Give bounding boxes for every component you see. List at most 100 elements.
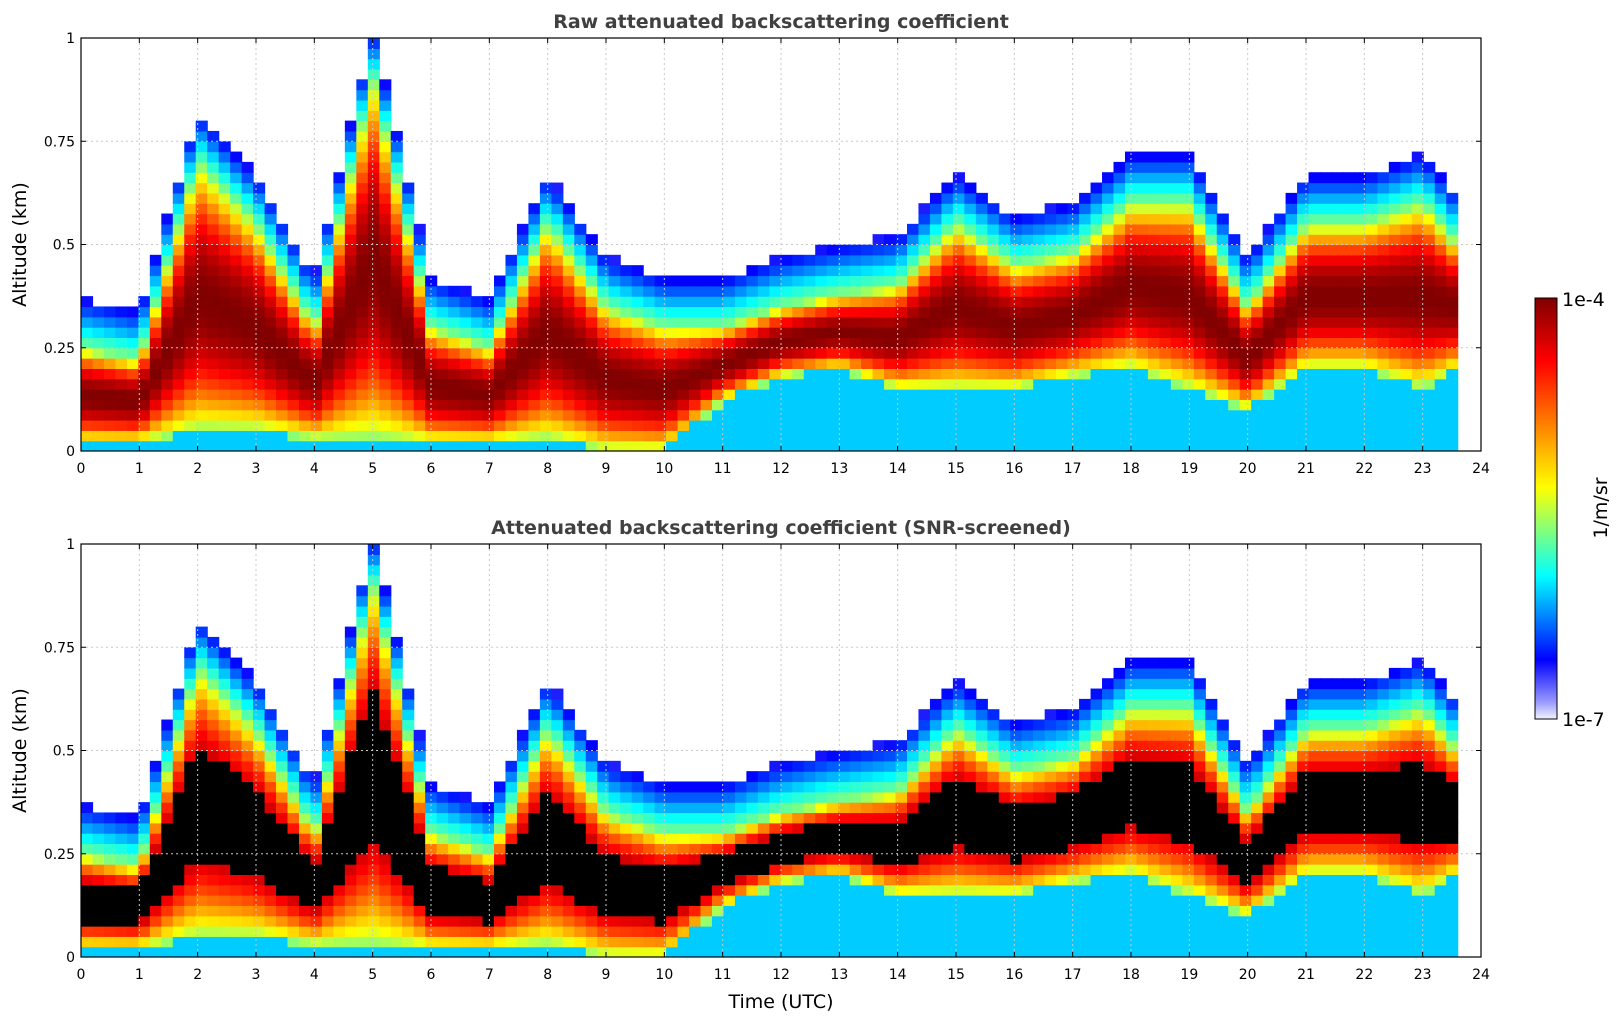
heatmap-cell xyxy=(1159,420,1172,431)
heatmap-cell xyxy=(1021,905,1034,917)
heatmap-cell xyxy=(528,905,541,917)
heatmap-cell xyxy=(975,306,988,318)
heatmap-cell xyxy=(1205,347,1218,359)
heatmap-cell xyxy=(230,172,243,184)
heatmap-cell xyxy=(884,771,897,783)
heatmap-cell xyxy=(1170,399,1183,411)
heatmap-cell xyxy=(975,378,988,390)
heatmap-cell xyxy=(103,430,117,442)
heatmap-cell xyxy=(367,141,380,153)
heatmap-cell xyxy=(482,915,495,927)
heatmap-cell xyxy=(723,430,736,442)
heatmap-cell xyxy=(207,316,220,328)
heatmap-cell xyxy=(528,719,541,731)
heatmap-cell xyxy=(1434,244,1447,256)
heatmap-cell xyxy=(1147,182,1160,194)
heatmap-cell xyxy=(1400,296,1413,308)
heatmap-cell xyxy=(172,213,185,225)
heatmap-cell xyxy=(184,358,197,369)
heatmap-cell xyxy=(631,409,644,421)
heatmap-cell xyxy=(92,905,105,917)
heatmap-cell xyxy=(1239,347,1252,359)
heatmap-cell xyxy=(792,926,805,937)
heatmap-cell xyxy=(195,822,208,834)
heatmap-cell xyxy=(539,420,552,431)
heatmap-cell xyxy=(585,399,598,411)
heatmap-cell xyxy=(711,368,725,380)
heatmap-cell xyxy=(367,399,380,411)
heatmap-cell xyxy=(631,440,644,451)
heatmap-cell xyxy=(849,244,862,256)
heatmap-cell xyxy=(929,709,943,721)
heatmap-cell xyxy=(1159,327,1172,339)
heatmap-cell xyxy=(780,864,793,875)
heatmap-cell xyxy=(1274,265,1287,277)
heatmap-cell xyxy=(1056,358,1069,369)
heatmap-cell xyxy=(207,822,220,834)
heatmap-cell xyxy=(723,843,736,855)
heatmap-cell xyxy=(849,306,862,318)
heatmap-cell xyxy=(1400,161,1413,173)
heatmap-cell xyxy=(1056,895,1069,906)
heatmap-cell xyxy=(1400,358,1413,369)
heatmap-cell xyxy=(321,378,334,390)
heatmap-cell xyxy=(792,409,805,421)
heatmap-cell xyxy=(195,368,208,380)
heatmap-cell xyxy=(321,936,334,948)
heatmap-cell xyxy=(1354,337,1367,349)
heatmap-cell xyxy=(367,89,380,101)
heatmap-cell xyxy=(1411,316,1424,328)
heatmap-cell xyxy=(195,244,208,256)
heatmap-cell xyxy=(471,905,484,917)
heatmap-cell xyxy=(998,843,1011,855)
heatmap-cell xyxy=(528,709,541,721)
heatmap-cell xyxy=(1354,409,1367,421)
heatmap-cell xyxy=(333,915,346,927)
heatmap-cell xyxy=(390,296,403,308)
heatmap-cell xyxy=(975,926,988,937)
heatmap-cell xyxy=(1056,347,1069,359)
heatmap-cell xyxy=(436,337,449,349)
heatmap-cell xyxy=(379,802,392,814)
heatmap-cell xyxy=(998,926,1011,937)
heatmap-cell xyxy=(276,234,289,246)
heatmap-cell xyxy=(344,182,357,194)
heatmap-cell xyxy=(448,327,461,339)
heatmap-cell xyxy=(528,285,541,297)
heatmap-cell xyxy=(218,223,231,235)
heatmap-cell xyxy=(872,936,885,948)
heatmap-cell xyxy=(769,285,782,297)
heatmap-cell xyxy=(321,420,334,431)
heatmap-cell xyxy=(195,172,208,184)
heatmap-cell xyxy=(1285,265,1298,277)
heatmap-cell xyxy=(195,791,208,803)
heatmap-cell xyxy=(574,822,587,834)
heatmap-cell xyxy=(803,946,816,957)
heatmap-cell xyxy=(562,409,575,421)
heatmap-cell xyxy=(1193,285,1206,297)
heatmap-cell xyxy=(390,936,403,948)
heatmap-cell xyxy=(298,316,312,328)
heatmap-cell xyxy=(746,430,759,442)
heatmap-cell xyxy=(1033,409,1046,421)
heatmap-cell xyxy=(1147,729,1160,741)
heatmap-cell xyxy=(413,905,426,917)
heatmap-cell xyxy=(436,874,449,886)
heatmap-cell xyxy=(769,265,782,277)
heatmap-cell xyxy=(1010,265,1023,277)
heatmap-cell xyxy=(1170,172,1183,184)
heatmap-cell xyxy=(689,822,702,834)
heatmap-cell xyxy=(746,409,759,421)
heatmap-cell xyxy=(344,812,357,824)
heatmap-cell xyxy=(803,337,816,349)
heatmap-cell xyxy=(746,440,759,451)
heatmap-cell xyxy=(1331,296,1344,308)
heatmap-cell xyxy=(746,946,759,957)
heatmap-cell xyxy=(276,926,289,937)
heatmap-cell xyxy=(1388,440,1401,451)
heatmap-cell xyxy=(838,895,851,906)
heatmap-cell xyxy=(723,874,736,886)
heatmap-cell xyxy=(1262,316,1275,328)
heatmap-cell xyxy=(482,409,495,421)
heatmap-cell xyxy=(734,946,747,957)
